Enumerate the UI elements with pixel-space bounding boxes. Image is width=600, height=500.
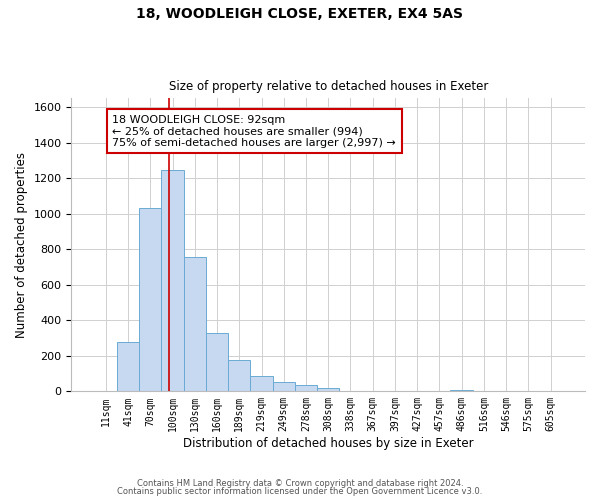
Text: 18, WOODLEIGH CLOSE, EXETER, EX4 5AS: 18, WOODLEIGH CLOSE, EXETER, EX4 5AS [137, 8, 464, 22]
Bar [317, 388, 340, 392]
Text: 18 WOODLEIGH CLOSE: 92sqm
← 25% of detached houses are smaller (994)
75% of semi: 18 WOODLEIGH CLOSE: 92sqm ← 25% of detac… [112, 114, 396, 148]
Text: Contains HM Land Registry data © Crown copyright and database right 2024.: Contains HM Land Registry data © Crown c… [137, 478, 463, 488]
Bar [272, 382, 295, 392]
Bar [295, 384, 317, 392]
Y-axis label: Number of detached properties: Number of detached properties [15, 152, 28, 338]
X-axis label: Distribution of detached houses by size in Exeter: Distribution of detached houses by size … [183, 437, 473, 450]
Text: Contains public sector information licensed under the Open Government Licence v3: Contains public sector information licen… [118, 487, 482, 496]
Bar [117, 342, 139, 392]
Bar [184, 258, 206, 392]
Bar [161, 170, 184, 392]
Bar [250, 376, 272, 392]
Bar [139, 208, 161, 392]
Title: Size of property relative to detached houses in Exeter: Size of property relative to detached ho… [169, 80, 488, 93]
Bar [206, 332, 228, 392]
Bar [228, 360, 250, 392]
Bar [451, 390, 473, 392]
